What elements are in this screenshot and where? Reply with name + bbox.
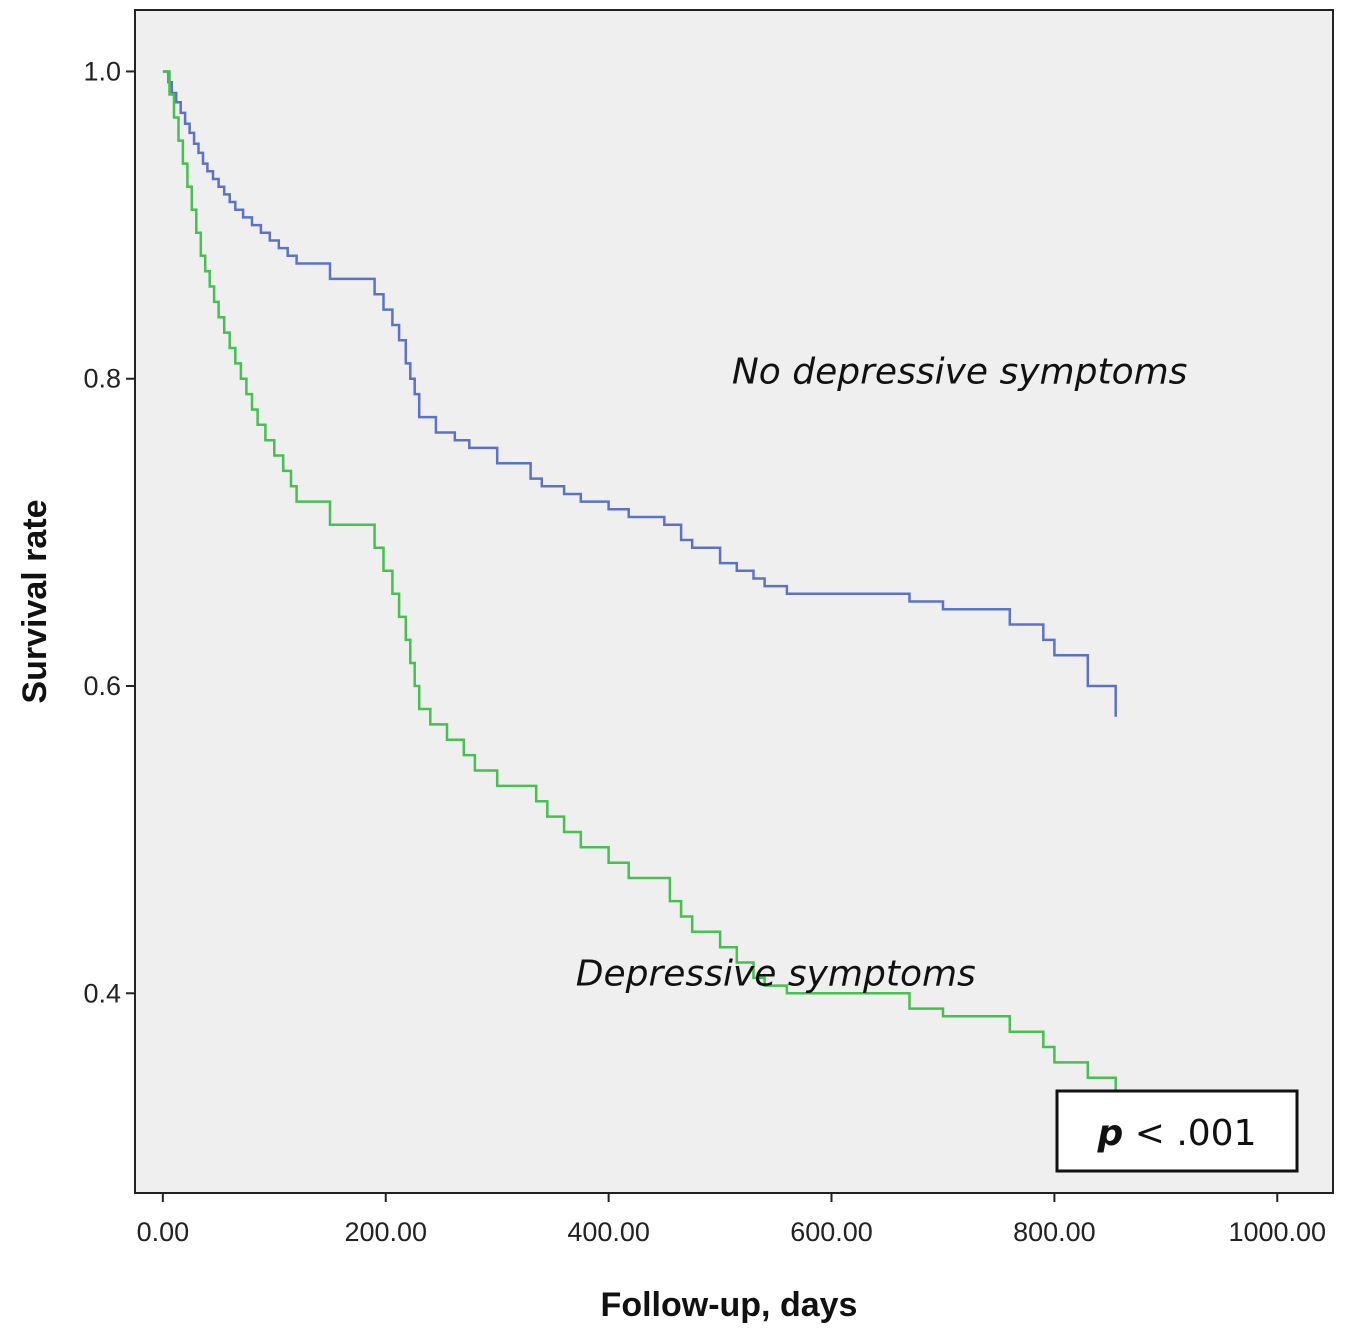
y-tick-label: 0.6 <box>83 671 121 701</box>
annotation-layer: No depressive symptoms Depressive symptom… <box>576 351 1188 994</box>
y-tick-label: 0.4 <box>83 978 121 1008</box>
depressive-symptoms-label: Depressive symptoms <box>576 954 976 995</box>
series-layer <box>162 70 1117 1094</box>
p-value-text: p < .001 <box>1097 1113 1257 1154</box>
p-value-frame <box>1055 1089 1299 1173</box>
x-tick-label: 0.00 <box>137 1217 190 1247</box>
x-tick-label: 800.00 <box>1013 1217 1096 1247</box>
x-tick-label: 600.00 <box>790 1217 873 1247</box>
y-tick-label: 0.8 <box>83 364 121 394</box>
p-value-symbol: p <box>1097 1113 1124 1154</box>
y-tick-label: 1.0 <box>83 56 121 86</box>
axis-ticks: 0.00 200.00 400.00 600.00 800.00 1000.00 0.4 0.… <box>83 56 1326 1247</box>
y-axis-title: Survival rate <box>16 499 54 703</box>
x-tick-label: 400.00 <box>567 1217 650 1247</box>
x-tick-label: 200.00 <box>344 1217 427 1247</box>
p-value-box: p < .001 <box>1055 1089 1299 1173</box>
depressive-symptoms-line <box>162 70 1117 1094</box>
plot-background <box>134 9 1334 1194</box>
p-value-value: < .001 <box>1123 1113 1256 1154</box>
x-tick-label: 1000.00 <box>1228 1217 1326 1247</box>
x-axis-title: Follow-up, days <box>601 1286 858 1324</box>
no-depressive-symptoms-label: No depressive symptoms <box>732 351 1188 392</box>
no-depressive-symptoms-line <box>162 70 1117 717</box>
